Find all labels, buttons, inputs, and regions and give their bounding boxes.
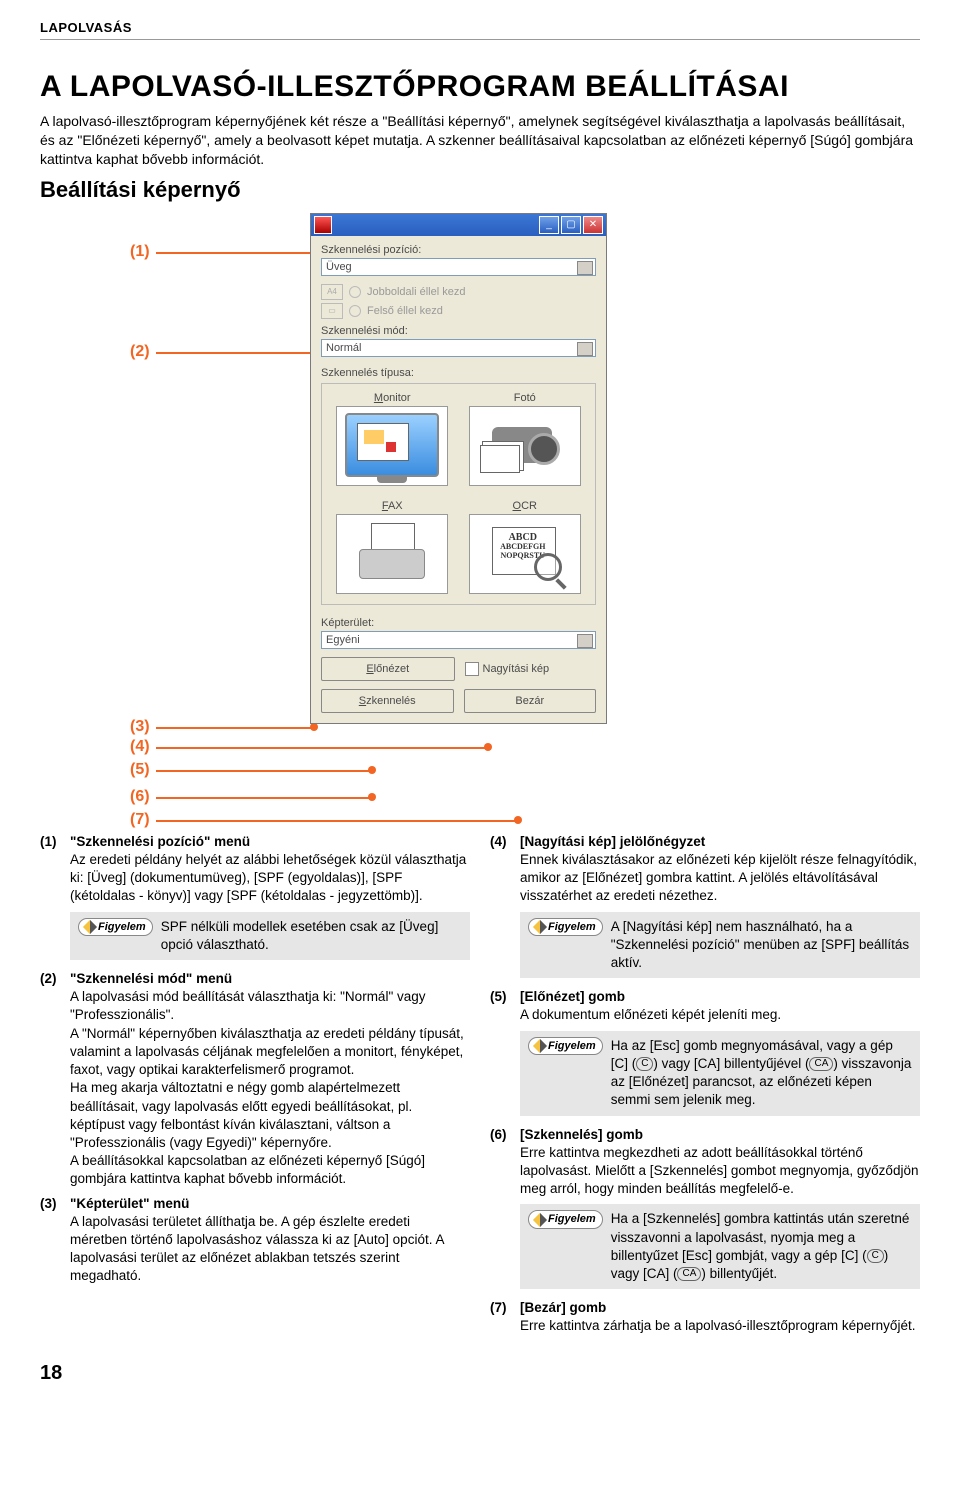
item-body: Erre kattintva zárhatja be a lapolvasó-i… [520, 1318, 915, 1333]
item-title: [Nagyítási kép] jelölőnégyzet [520, 834, 705, 849]
titlebar: _ ▢ ✕ [311, 214, 606, 236]
item-title: [Szkennelés] gomb [520, 1127, 643, 1142]
app-icon [314, 216, 332, 234]
item-title: "Képterület" menü [70, 1196, 189, 1211]
item-num: (4) [490, 833, 520, 906]
callout-6: (6) [130, 788, 150, 806]
right-column: (4) [Nagyítási kép] jelölőnégyzet Ennek … [490, 833, 920, 1342]
note-text: SPF nélküli modellek esetében csak az [Ü… [161, 918, 462, 954]
item-title: [Bezár] gomb [520, 1300, 606, 1315]
area-combo[interactable]: Egyéni [321, 631, 596, 649]
item-num: (3) [40, 1195, 70, 1286]
type-ocr-button[interactable]: ABCD ABCDEFGH NOPQRSTU [469, 514, 581, 594]
callout-7: (7) [130, 811, 150, 829]
subheading: Beállítási képernyő [40, 177, 920, 203]
note-text: Ha a [Szkennelés] gombra kattintás után … [611, 1210, 912, 1283]
callout-3: (3) [130, 718, 150, 736]
item-title: "Szkennelési mód" menü [70, 971, 232, 986]
item-num: (6) [490, 1126, 520, 1199]
minimize-button[interactable]: _ [539, 216, 559, 234]
zoom-checkbox[interactable]: Nagyítási kép [465, 662, 597, 676]
attention-badge: Figyelem [528, 918, 603, 937]
a4-icon: ▭ [321, 303, 343, 319]
scan-position-combo[interactable]: Üveg [321, 258, 596, 276]
note-text: Ha az [Esc] gomb megnyomásával, vagy a g… [611, 1037, 912, 1110]
attention-badge: Figyelem [528, 1037, 603, 1056]
maximize-button[interactable]: ▢ [561, 216, 581, 234]
pencil-icon [533, 1039, 547, 1053]
item-num: (7) [490, 1299, 520, 1335]
type-fax-button[interactable] [336, 514, 448, 594]
item-body: A lapolvasási területet állíthatja be. A… [70, 1214, 444, 1284]
item-num: (2) [40, 970, 70, 1189]
type-foto-button[interactable] [469, 406, 581, 486]
type-ocr-label: OCR [459, 500, 592, 512]
attention-badge: Figyelem [78, 918, 153, 937]
scan-type-grid: Monitor Fotó [321, 383, 596, 605]
type-fax-label: FAX [326, 500, 459, 512]
intro-text: A lapolvasó-illesztőprogram képernyőjéne… [40, 112, 920, 169]
pencil-icon [533, 920, 547, 934]
item-title: "Szkennelési pozíció" menü [70, 834, 250, 849]
radio-icon [349, 286, 361, 298]
item-title: [Előnézet] gomb [520, 989, 625, 1004]
item-body: Erre kattintva megkezdheti az adott beál… [520, 1145, 918, 1196]
attention-badge: Figyelem [528, 1210, 603, 1229]
header-tag: LAPOLVASÁS [40, 20, 920, 35]
item-num: (5) [490, 988, 520, 1024]
type-foto-label: Fotó [459, 392, 592, 404]
note-box: Figyelem SPF nélküli modellek esetében c… [70, 912, 470, 960]
page-title: A LAPOLVASÓ-ILLESZTŐPROGRAM BEÁLLÍTÁSAI [40, 70, 920, 104]
preview-button[interactable]: Előnézet [321, 657, 455, 681]
item-body: Ennek kiválasztásakor az előnézeti kép k… [520, 852, 917, 903]
divider [40, 39, 920, 40]
note-text: A [Nagyítási kép] nem használható, ha a … [611, 918, 912, 973]
callout-5: (5) [130, 761, 150, 779]
page-number: 18 [40, 1362, 920, 1385]
key-c-icon: C [636, 1057, 653, 1071]
radio-icon [349, 305, 361, 317]
key-c-icon: C [867, 1249, 884, 1263]
a4-icon: A4 [321, 284, 343, 300]
note-box: Figyelem Ha a [Szkennelés] gombra kattin… [520, 1204, 920, 1289]
scan-type-label: Szkennelés típusa: [321, 367, 596, 379]
item-body: A dokumentum előnézeti képét jeleníti me… [520, 1007, 781, 1022]
note-box: Figyelem Ha az [Esc] gomb megnyomásával,… [520, 1031, 920, 1116]
scan-mode-combo[interactable]: Normál [321, 339, 596, 357]
disabled-orientation-group: A4 Jobboldali éllel kezd ▭ Felső éllel k… [321, 284, 596, 319]
type-monitor-button[interactable] [336, 406, 448, 486]
callout-4: (4) [130, 738, 150, 756]
close-button[interactable]: ✕ [583, 216, 603, 234]
dialog-window: _ ▢ ✕ Szkennelési pozíció: Üveg A4 Jobbo… [310, 213, 607, 724]
left-column: (1) "Szkennelési pozíció" menü Az eredet… [40, 833, 470, 1342]
scan-mode-label: Szkennelési mód: [321, 325, 596, 337]
diagram: (1) (2) (3) (4) (5) (6) (7) _ ▢ ✕ [130, 213, 920, 833]
key-ca-icon: CA [677, 1267, 701, 1281]
item-body: Az eredeti példány helyét az alábbi lehe… [70, 852, 466, 903]
callout-2: (2) [130, 343, 150, 361]
key-ca-icon: CA [809, 1057, 833, 1071]
area-label: Képterület: [321, 617, 596, 629]
item-body: A lapolvasási mód beállítását választhat… [70, 989, 464, 1186]
pencil-icon [83, 920, 97, 934]
close-dialog-button[interactable]: Bezár [464, 689, 597, 713]
scan-position-label: Szkennelési pozíció: [321, 244, 596, 256]
type-monitor-label: Monitor [326, 392, 459, 404]
callout-1: (1) [130, 243, 150, 261]
pencil-icon [533, 1213, 547, 1227]
note-box: Figyelem A [Nagyítási kép] nem használha… [520, 912, 920, 979]
scan-button[interactable]: Szkennelés [321, 689, 454, 713]
item-num: (1) [40, 833, 70, 906]
